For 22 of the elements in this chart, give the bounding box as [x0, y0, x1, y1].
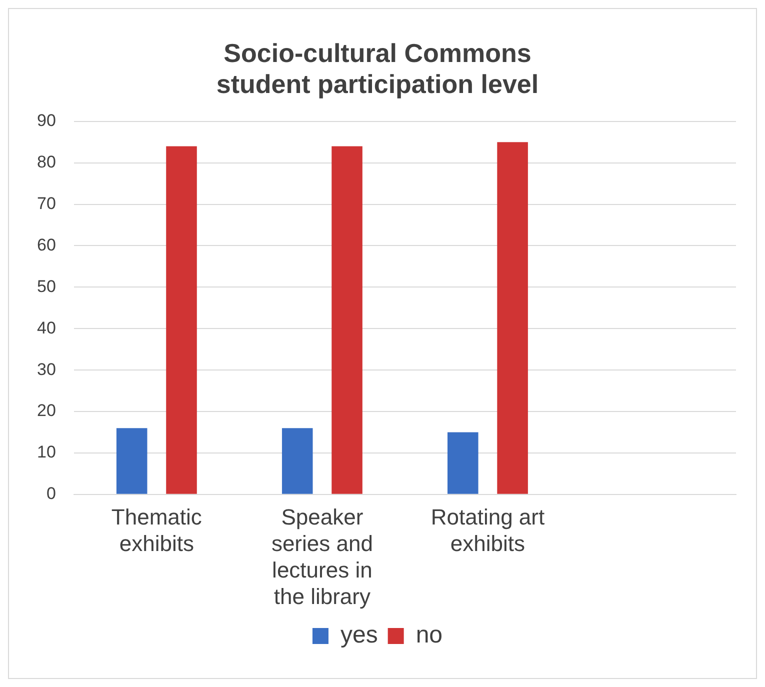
- y-tick-label: 90: [36, 111, 56, 130]
- y-tick-label: 80: [36, 152, 56, 172]
- bar: [447, 432, 478, 494]
- legend-label: no: [416, 622, 443, 649]
- bar: [282, 428, 313, 494]
- bar: [166, 146, 197, 494]
- y-tick-label: 20: [36, 401, 56, 420]
- bar: [116, 428, 148, 494]
- y-tick-label: 40: [36, 318, 56, 338]
- x-tick-label: Speaker series and lectures in the library: [271, 504, 373, 609]
- y-tick-label: 70: [36, 194, 56, 213]
- legend-label: yes: [340, 622, 378, 649]
- y-tick-label: 60: [36, 235, 56, 254]
- y-tick-label: 30: [36, 360, 56, 379]
- y-tick-label: 50: [36, 276, 56, 296]
- x-tick-label: Rotating art exhibits: [430, 504, 545, 556]
- chart-title: Socio-cultural Commons student participation level: [216, 38, 539, 99]
- x-tick-label: Thematic exhibits: [111, 504, 202, 556]
- bar: [497, 142, 528, 494]
- bar: [332, 146, 362, 494]
- y-tick-label: 0: [46, 484, 56, 504]
- y-tick-label: 10: [36, 442, 56, 462]
